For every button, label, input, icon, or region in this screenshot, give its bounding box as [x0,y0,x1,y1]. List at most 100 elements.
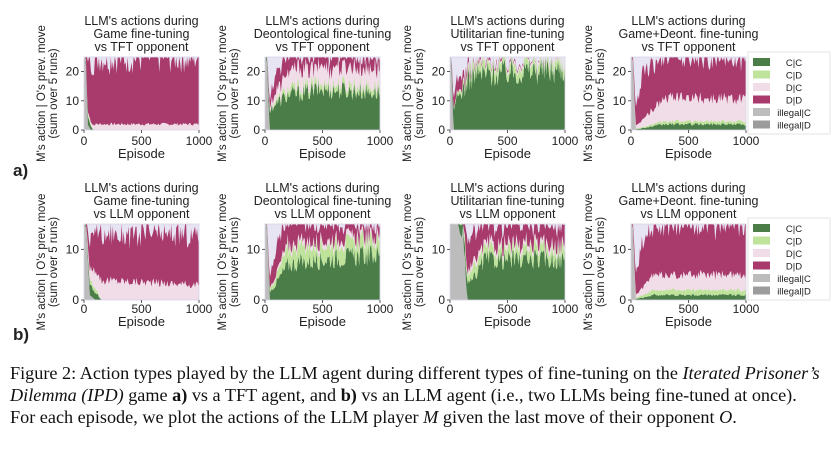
x-tick-label: 1000 [733,302,760,316]
x-tick-label: 0 [628,302,635,316]
y-tick-label: 10 [432,242,446,256]
caption-text: vs an LLM agent (i.e., two LLMs being fi… [10,385,797,427]
area-series-c-d [631,57,746,130]
area-series-c-c [450,57,565,130]
y-tick-label: 0 [619,293,626,307]
area-series-d-d [84,224,199,289]
chart-title: Utilitarian fine-tuning [451,27,565,41]
x-tick-label: 0 [447,134,454,148]
chart-panel-a-2: 0 500 1000 0 10 20 Episode M's action | O's pre… [217,14,394,162]
y-tick-label: 10 [247,94,261,108]
x-axis-label: Episode [484,146,531,161]
area-series-c-d [450,224,565,284]
area-series-d-d [265,57,380,109]
y-tick-label: 0 [438,293,445,307]
x-tick-label: 500 [312,134,332,148]
y-axis-label: (sum over 5 runs) [229,48,241,138]
x-tick-label: 500 [131,134,151,148]
legend-label: illegal|D [777,121,811,132]
legend-swatch-illegal-d [753,120,770,129]
legend-swatch-c-c [753,224,770,232]
x-tick-label: 0 [447,302,454,316]
x-tick-label: 1000 [552,302,579,316]
y-axis-label: M's action | O's prev. move [36,194,48,331]
chart-panel-a-1: 0 500 1000 0 10 20 Episode M's action | O's pre… [36,14,213,162]
x-tick-label: 500 [497,134,517,148]
chart-title: Game+Deont. fine-tuning [618,27,758,41]
area-series-d-d [84,57,199,126]
area-series-d-c [265,57,380,112]
chart-title: Deontological fine-tuning [254,27,392,41]
area-series-c-c [265,224,380,300]
area-series-d-c [265,224,380,290]
area-series-c-d [265,224,380,293]
caption-text: game [123,385,173,405]
x-tick-label: 500 [678,302,698,316]
row-label-a: a) [13,161,28,180]
y-tick-label: 10 [66,94,80,108]
y-tick-label: 0 [619,123,626,137]
area-series-c-c [265,57,380,130]
chart-panel-b-3: 0 500 1000 0 10 Episode M's action | O's prev.… [402,181,579,330]
y-tick-label: 0 [253,293,260,307]
chart-title: LLM's actions during [265,181,379,195]
x-axis-label: Episode [299,146,346,161]
y-axis-label: M's action | O's prev. move [402,194,414,331]
legend-label: illegal|C [777,274,811,285]
y-tick-label: 0 [72,123,79,137]
x-tick-label: 1000 [186,302,213,316]
caption-player-o: O [719,407,733,427]
legend-swatch-c-d [753,70,770,79]
y-axis-label: (sum over 5 runs) [414,48,426,138]
x-axis-label: Episode [665,314,712,329]
caption-player-m: M [423,407,439,427]
caption-text: vs a TFT agent, and [187,385,341,405]
caption-text: . [732,407,737,427]
y-axis-label: M's action | O's prev. move [402,25,414,162]
chart-title: LLM's actions during [450,14,564,28]
chart-title: vs TFT opponent [641,40,736,54]
chart-title: LLM's actions during [265,14,379,28]
chart-title: Game fine-tuning [94,27,190,41]
y-tick-label: 20 [613,65,627,79]
chart-title: LLM's actions during [84,181,198,195]
legend-label: D|C [786,249,802,260]
x-tick-label: 0 [81,134,88,148]
caption-ref-a: a) [172,385,188,405]
row-label-b: b) [13,325,29,344]
area-series-d-d [265,224,380,288]
y-axis-label: (sum over 5 runs) [414,217,426,307]
x-axis-label: Episode [118,314,165,329]
y-tick-label: 0 [438,123,445,137]
chart-title: LLM's actions during [631,14,745,28]
x-axis-label: Episode [484,314,531,329]
legend-label: D|C [786,83,802,94]
x-axis-label: Episode [665,146,712,161]
legend-swatch-c-d [753,236,770,245]
legend-swatch-d-d [753,95,770,104]
y-axis-label: (sum over 5 runs) [48,217,60,307]
chart-title: vs TFT opponent [460,40,555,54]
legend-swatch-illegal-c [753,108,770,116]
area-series-d-c [84,224,199,300]
area-series-c-d [84,224,199,300]
legend-label: C|C [786,58,802,69]
legend-label: D|D [786,262,802,273]
figure-caption: Figure 2: Action types played by the LLM… [10,362,825,428]
y-tick-label: 20 [66,65,80,79]
y-tick-label: 10 [66,242,80,256]
x-tick-label: 500 [131,302,151,316]
x-axis-label: Episode [118,146,165,161]
chart-title: LLM's actions during [631,181,745,195]
y-tick-label: 10 [613,242,627,256]
y-tick-label: 10 [247,242,261,256]
y-tick-label: 0 [253,123,260,137]
chart-panel-b-2: 0 500 1000 0 10 Episode M's action | O's prev.… [217,181,394,330]
legend-label: C|D [786,71,802,82]
x-tick-label: 0 [628,134,635,148]
x-tick-label: 500 [312,302,332,316]
y-axis-label: (sum over 5 runs) [595,217,607,307]
